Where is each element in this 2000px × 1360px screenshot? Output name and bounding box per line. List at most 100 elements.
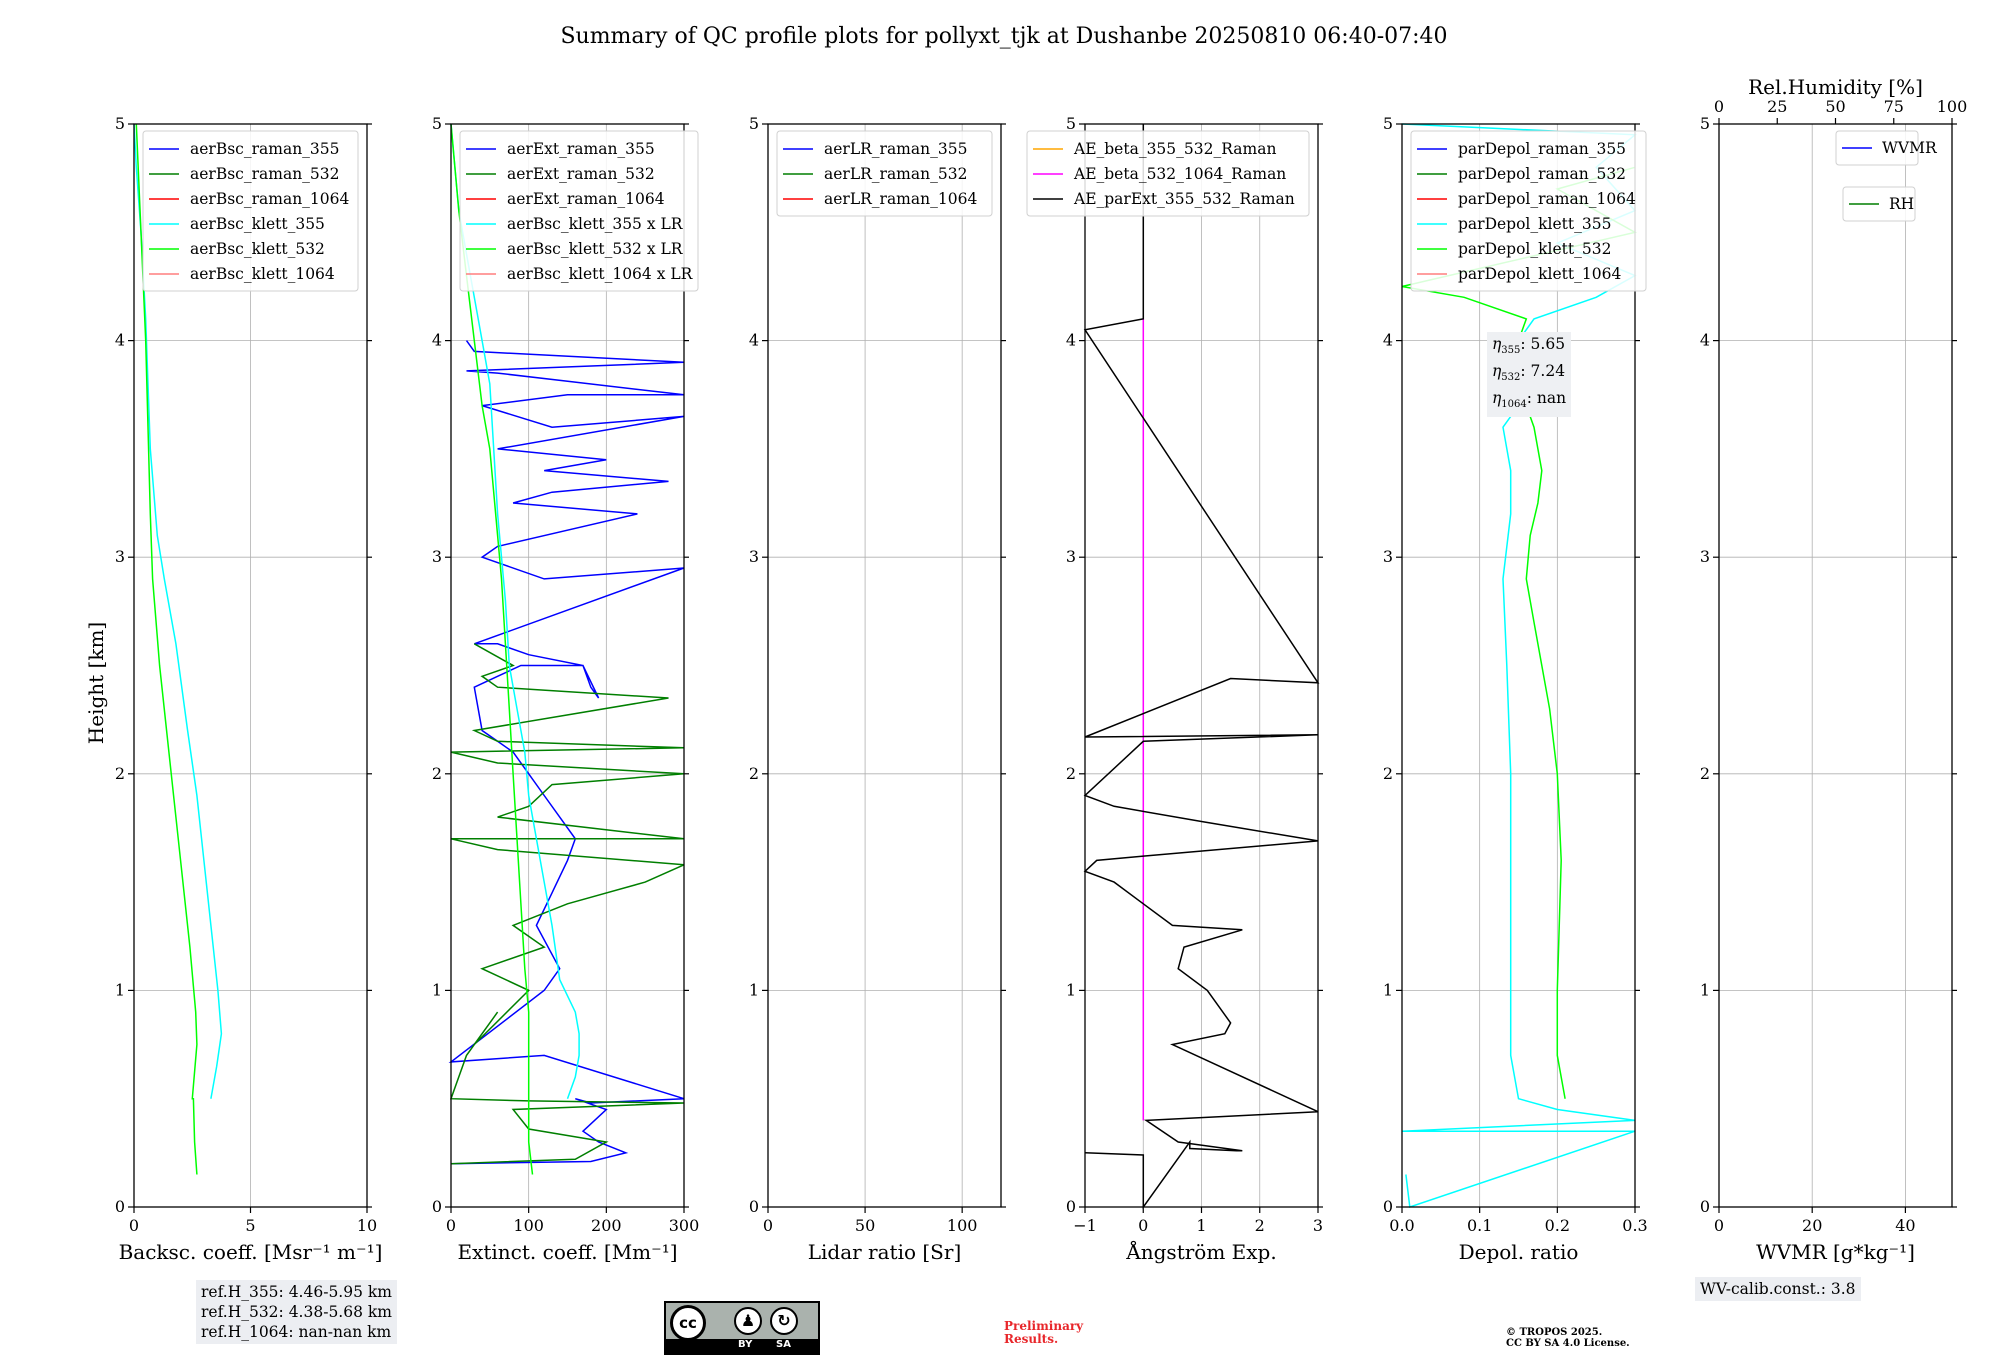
- panel-depolarization: 0.0 0.1 0.2 0.3 0 1 2 3 4 5 Depol. ratio parDepol_r…: [1383, 114, 1648, 1264]
- panel-backscatter: 0 5 10 0 1 2 3 4 5 Backsc. coeff. [Msr⁻¹ m⁻¹] aerB…: [115, 114, 383, 1264]
- x-axis-label: Ångström Exp.: [1125, 1239, 1276, 1264]
- cc-badge-bar: BY SA: [666, 1339, 818, 1353]
- legend-wvmr: WVMR: [1835, 130, 1938, 166]
- y-axis-label: Height [km]: [84, 622, 108, 744]
- legend-label: aerLR_raman_532: [824, 165, 967, 183]
- legend-label: aerBsc_klett_1064 x LR: [507, 265, 694, 283]
- legend-label: parDepol_klett_355: [1458, 215, 1611, 233]
- figure-title: Summary of QC profile plots for pollyxt_…: [560, 24, 1447, 49]
- y-tick-label: 2: [1383, 764, 1393, 783]
- legend-label: aerExt_raman_1064: [507, 190, 665, 208]
- wv-calib-box: WV-calib.const.: 3.8: [1695, 1277, 1861, 1301]
- x-axis-label: Backsc. coeff. [Msr⁻¹ m⁻¹]: [119, 1240, 383, 1264]
- y-tick-label: 5: [1383, 114, 1393, 133]
- top-x-tick-label: 50: [1825, 97, 1845, 116]
- x-tick-label: 100: [947, 1216, 978, 1235]
- legend-label: parDepol_raman_532: [1458, 165, 1626, 183]
- legend-rh: RH: [1842, 186, 1916, 222]
- y-tick-label: 4: [1383, 331, 1393, 350]
- y-tick-label: 0: [1700, 1197, 1710, 1216]
- x-tick-label: 0: [1138, 1216, 1148, 1235]
- legend-label: parDepol_raman_355: [1458, 140, 1626, 158]
- x-tick-label: 0: [1714, 1216, 1724, 1235]
- series-ae-parext-355-532-raman: [1083, 124, 1320, 1210]
- panel-water_vapor: 0 20 40 0 1 2 3 4 5 WVMR [g*kg⁻¹] 0 25 50 75 100 Rel.Hu…: [1700, 75, 1967, 1264]
- top-x-tick-label: 0: [1714, 97, 1724, 116]
- x-tick-label: 5: [245, 1216, 255, 1235]
- ref-height-355: ref.H_355: 4.46-5.95 km: [201, 1283, 392, 1301]
- eta-box: η355: 5.65 η532: 7.24 η1064: nan: [1487, 332, 1572, 418]
- y-tick-label: 0: [1066, 1197, 1076, 1216]
- legend-label: aerExt_raman_355: [507, 140, 655, 158]
- cc-license-badge[interactable]: cc ♟ ↻ BY SA: [664, 1301, 820, 1355]
- x-tick-label: 10: [357, 1216, 377, 1235]
- legend-label: aerBsc_klett_355: [190, 215, 325, 233]
- y-tick-label: 4: [115, 331, 125, 350]
- legend-label: aerLR_raman_1064: [824, 190, 977, 208]
- series-aerbsc-klett-532: [135, 123, 198, 1175]
- ref-height-1064: ref.H_1064: nan-nan km: [201, 1323, 392, 1341]
- legend-label: aerBsc_raman_532: [190, 165, 340, 183]
- top-x-tick-label: 100: [1937, 97, 1968, 116]
- by-person-icon: ♟: [734, 1307, 762, 1335]
- x-tick-label: 20: [1802, 1216, 1822, 1235]
- ref-height-box: ref.H_355: 4.46-5.95 km ref.H_532: 4.38-…: [196, 1280, 397, 1344]
- x-tick-label: −1: [1073, 1216, 1097, 1235]
- y-tick-label: 1: [1700, 980, 1710, 999]
- wv-calib-const: WV-calib.const.: 3.8: [1700, 1280, 1856, 1298]
- x-tick-label: 1: [1196, 1216, 1206, 1235]
- x-axis-label: Depol. ratio: [1459, 1240, 1579, 1264]
- legend-label: aerLR_raman_355: [824, 140, 967, 158]
- legend-label: WVMR: [1882, 139, 1938, 157]
- legend-backscatter: aerBsc_raman_355 aerBsc_raman_532 aerBsc_r…: [142, 130, 359, 292]
- y-tick-label: 1: [432, 980, 442, 999]
- y-tick-label: 5: [115, 114, 125, 133]
- y-tick-label: 5: [432, 114, 442, 133]
- series-aerbsc-klett-532-x-lr: [450, 123, 534, 1175]
- y-tick-label: 3: [1066, 547, 1076, 566]
- x-tick-label: 2: [1255, 1216, 1265, 1235]
- y-tick-label: 4: [432, 331, 442, 350]
- y-tick-label: 4: [1700, 331, 1710, 350]
- x-tick-label: 0.0: [1389, 1216, 1414, 1235]
- plot-frame: [767, 123, 1002, 1208]
- eta-355: η355: 5.65: [1492, 335, 1566, 357]
- y-tick-label: 1: [1066, 980, 1076, 999]
- y-tick-label: 0: [432, 1197, 442, 1216]
- x-axis-label: WVMR [g*kg⁻¹]: [1756, 1240, 1915, 1264]
- legend-label: AE_beta_355_532_Raman: [1073, 140, 1276, 158]
- plot-frame: [450, 123, 685, 1208]
- legend-label: parDepol_raman_1064: [1458, 190, 1636, 208]
- x-tick-label: 0.1: [1467, 1216, 1492, 1235]
- legend-box: [142, 130, 359, 292]
- y-tick-label: 1: [115, 980, 125, 999]
- y-tick-label: 1: [749, 980, 759, 999]
- eta-1064: η1064: nan: [1492, 389, 1567, 411]
- x-axis-label: Extinct. coeff. [Mm⁻¹]: [457, 1240, 677, 1264]
- legend-label: aerBsc_klett_355 x LR: [507, 215, 684, 233]
- y-tick-label: 5: [749, 114, 759, 133]
- legend-label: aerBsc_klett_532 x LR: [507, 240, 684, 258]
- x-tick-label: 0: [446, 1216, 456, 1235]
- legend-label: AE_parExt_355_532_Raman: [1073, 190, 1295, 208]
- y-tick-label: 3: [1383, 547, 1393, 566]
- legend-lidar_ratio: aerLR_raman_355 aerLR_raman_532 aerLR_rama…: [776, 130, 993, 217]
- legend-label: RH: [1889, 195, 1914, 213]
- panel-extinction: 0 100 200 300 0 1 2 3 4 5 Extinct. coeff. [Mm⁻¹] ae…: [432, 114, 699, 1264]
- legend-depolarization: parDepol_raman_355 parDepol_raman_532 parD…: [1410, 130, 1647, 292]
- y-tick-label: 4: [1066, 331, 1076, 350]
- preliminary-results-note: Preliminary Results.: [1004, 1319, 1084, 1346]
- y-tick-label: 2: [1066, 764, 1076, 783]
- y-tick-label: 3: [1700, 547, 1710, 566]
- x-tick-label: 200: [591, 1216, 622, 1235]
- x-tick-label: 300: [669, 1216, 700, 1235]
- top-x-tick-label: 25: [1767, 97, 1787, 116]
- y-tick-label: 4: [749, 331, 759, 350]
- cc-icon: cc: [670, 1305, 706, 1341]
- x-axis-label: Lidar ratio [Sr]: [808, 1240, 962, 1264]
- y-tick-label: 0: [1383, 1197, 1393, 1216]
- eta-532: η532: 7.24: [1492, 362, 1566, 384]
